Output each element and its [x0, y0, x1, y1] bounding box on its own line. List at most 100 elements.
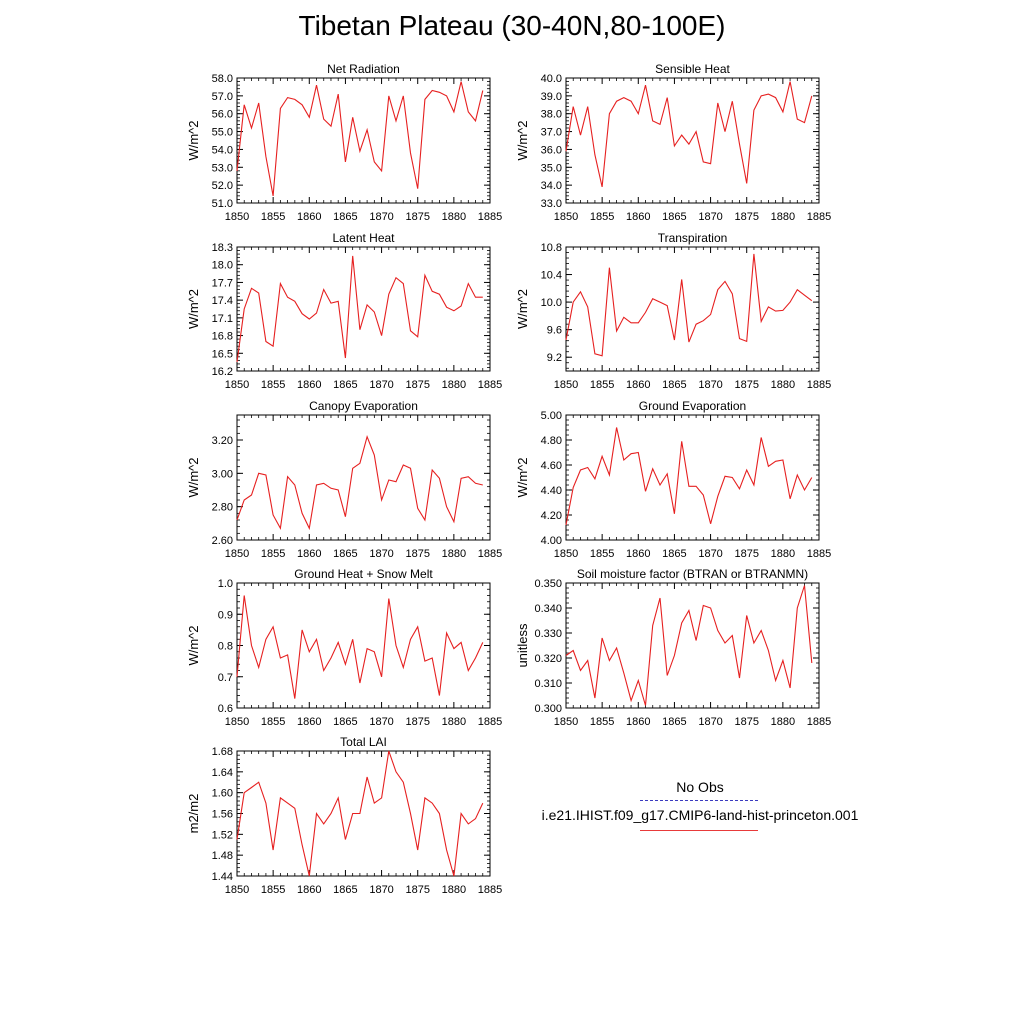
- y-tick-label: 33.0: [541, 198, 562, 210]
- x-tick-label: 1860: [297, 716, 321, 728]
- y-tick-label: 38.0: [541, 109, 562, 121]
- x-tick-label: 1865: [662, 211, 686, 223]
- x-tick-label: 1875: [405, 716, 429, 728]
- x-tick-label: 1850: [554, 211, 578, 223]
- x-tick-label: 1850: [554, 716, 578, 728]
- x-tick-label: 1880: [771, 716, 795, 728]
- y-axis-label: W/m^2: [186, 625, 201, 665]
- y-tick-label: 39.0: [541, 91, 562, 103]
- x-tick-label: 1870: [698, 716, 722, 728]
- y-tick-label: 1.0: [218, 578, 233, 590]
- y-tick-label: 9.6: [547, 325, 562, 337]
- series-line: [565, 585, 813, 706]
- series-line: [565, 81, 813, 188]
- y-tick-label: 1.68: [212, 746, 233, 758]
- y-tick-label: 57.0: [212, 91, 233, 103]
- y-tick-label: 17.7: [212, 277, 233, 289]
- y-tick-label: 16.8: [212, 331, 233, 343]
- plot-frame: [236, 246, 491, 372]
- series-line: [236, 750, 484, 877]
- legend-run-label: i.e21.IHIST.f09_g17.CMIP6-land-hist-prin…: [541, 807, 859, 823]
- x-tick-label: 1875: [405, 548, 429, 560]
- panel-title: Sensible Heat: [655, 62, 730, 76]
- x-tick-label: 1870: [369, 548, 393, 560]
- plot-frame: [565, 77, 820, 204]
- y-tick-label: 10.8: [541, 242, 562, 254]
- x-tick-label: 1855: [261, 379, 285, 391]
- x-tick-label: 1870: [369, 379, 393, 391]
- x-tick-label: 1850: [225, 379, 249, 391]
- y-tick-label: 34.0: [541, 180, 562, 192]
- y-tick-label: 18.3: [212, 242, 233, 254]
- x-tick-label: 1885: [807, 716, 831, 728]
- y-tick-label: 4.60: [541, 460, 562, 472]
- panel-title: Canopy Evaporation: [309, 399, 418, 413]
- y-tick-label: 1.56: [212, 809, 233, 821]
- y-tick-label: 3.00: [212, 468, 233, 480]
- x-tick-label: 1885: [807, 379, 831, 391]
- y-tick-label: 0.320: [534, 653, 562, 665]
- x-tick-label: 1870: [698, 379, 722, 391]
- x-tick-label: 1855: [590, 716, 614, 728]
- y-tick-label: 4.00: [541, 535, 562, 547]
- x-tick-label: 1850: [225, 716, 249, 728]
- y-tick-label: 0.9: [218, 609, 233, 621]
- plot-frame: [236, 77, 491, 204]
- x-tick-label: 1855: [261, 211, 285, 223]
- x-tick-label: 1880: [442, 884, 466, 896]
- x-tick-label: 1855: [261, 548, 285, 560]
- panel-title: Ground Heat + Snow Melt: [294, 567, 433, 581]
- legend-obs-line: [640, 800, 758, 801]
- y-tick-label: 5.00: [541, 410, 562, 422]
- x-tick-label: 1870: [698, 548, 722, 560]
- y-axis-label: W/m^2: [186, 120, 201, 160]
- y-axis-label: W/m^2: [186, 289, 201, 329]
- x-tick-label: 1870: [369, 884, 393, 896]
- x-tick-label: 1880: [771, 211, 795, 223]
- y-axis-label: unitless: [515, 623, 530, 668]
- x-tick-label: 1885: [478, 548, 502, 560]
- y-tick-label: 2.60: [212, 535, 233, 547]
- x-tick-label: 1860: [626, 716, 650, 728]
- series-line: [236, 81, 484, 196]
- y-tick-label: 4.80: [541, 435, 562, 447]
- y-axis-label: W/m^2: [186, 457, 201, 497]
- y-tick-label: 0.6: [218, 703, 233, 715]
- y-tick-label: 9.2: [547, 352, 562, 364]
- y-tick-label: 0.310: [534, 678, 562, 690]
- x-tick-label: 1885: [478, 211, 502, 223]
- panel-title: Ground Evaporation: [639, 399, 746, 413]
- y-tick-label: 0.350: [534, 578, 562, 590]
- x-tick-label: 1860: [626, 379, 650, 391]
- x-tick-label: 1885: [478, 379, 502, 391]
- x-tick-label: 1860: [297, 884, 321, 896]
- x-tick-label: 1870: [369, 716, 393, 728]
- y-tick-label: 18.0: [212, 260, 233, 272]
- x-tick-label: 1855: [261, 716, 285, 728]
- y-axis-label: m2/m2: [186, 794, 201, 834]
- plot-frame: [565, 582, 820, 709]
- x-tick-label: 1860: [297, 379, 321, 391]
- y-axis-label: W/m^2: [515, 120, 530, 160]
- x-tick-label: 1855: [590, 211, 614, 223]
- x-tick-label: 1885: [807, 211, 831, 223]
- y-tick-label: 16.5: [212, 348, 233, 360]
- x-tick-label: 1875: [734, 379, 758, 391]
- x-tick-label: 1865: [662, 548, 686, 560]
- series-line: [565, 253, 813, 357]
- x-tick-label: 1875: [734, 211, 758, 223]
- x-tick-label: 1850: [554, 379, 578, 391]
- y-tick-label: 1.64: [212, 767, 233, 779]
- series-line: [565, 427, 813, 526]
- x-tick-label: 1885: [807, 548, 831, 560]
- x-tick-label: 1880: [442, 379, 466, 391]
- x-tick-label: 1875: [734, 548, 758, 560]
- y-tick-label: 0.7: [218, 672, 233, 684]
- x-tick-label: 1850: [225, 884, 249, 896]
- y-tick-label: 10.0: [541, 297, 562, 309]
- y-axis-label: W/m^2: [515, 457, 530, 497]
- x-tick-label: 1865: [662, 716, 686, 728]
- panel-title: Net Radiation: [327, 62, 400, 76]
- series-line: [236, 595, 484, 699]
